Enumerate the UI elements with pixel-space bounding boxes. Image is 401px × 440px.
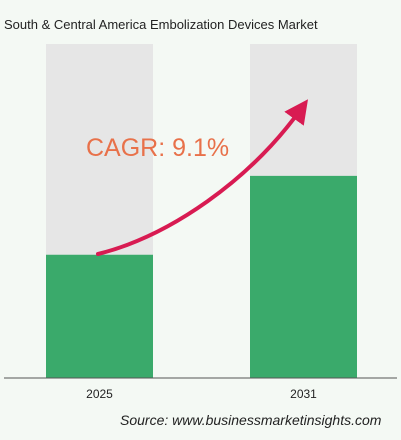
x-tick-label-2031: 2031 <box>290 387 317 401</box>
bar-2025 <box>46 254 153 378</box>
bar-2031 <box>250 175 357 378</box>
chart-title: South & Central America Embolization Dev… <box>4 17 318 32</box>
source-text: Source: www.businessmarketinsights.com <box>120 412 382 428</box>
cagr-annotation: CAGR: 9.1% <box>86 134 230 162</box>
x-tick-label-2025: 2025 <box>86 387 113 401</box>
growth-arrow <box>96 99 309 256</box>
